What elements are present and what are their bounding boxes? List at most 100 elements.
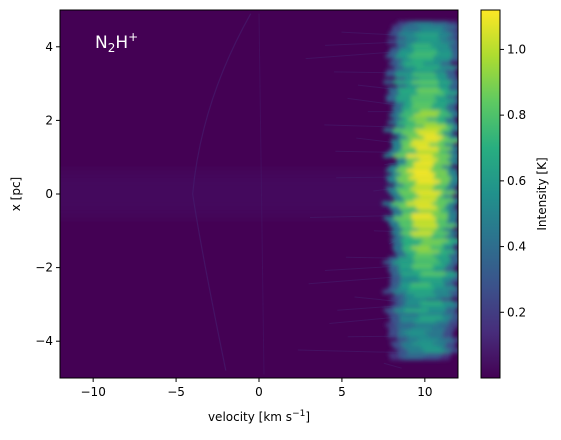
band-inner-62 [414,127,441,132]
band-inner-17 [414,293,436,298]
band-inner-80 [404,61,424,66]
band-inner-18 [407,289,433,294]
band-inner-26 [414,260,441,265]
species-annotation: N2H+ [95,30,138,55]
band-inner-34 [410,230,433,235]
band-inner-22 [417,274,442,280]
x-tick-label-0: −10 [81,385,106,399]
x-tick-label-1: −5 [167,385,185,399]
band-inner-38 [411,216,436,221]
filament-18 [324,124,402,128]
band-inner-72 [417,90,444,96]
colorbar-tick-label-2: 0.6 [507,174,526,188]
filament-23 [305,50,402,60]
band-inner-13 [404,308,428,313]
band-inner-52 [413,164,433,169]
x-axis-label: velocity [km s−1] [208,409,310,424]
filament-7 [324,265,402,272]
band-inner-10 [413,319,436,324]
colorbar-ticks: 0.2 0.4 0.6 0.8 1.0 [500,42,526,319]
band-inner-12 [417,311,443,316]
streak-layer-2 [60,174,392,214]
colorbar-gradient [480,9,501,379]
band-inner-42 [406,201,432,206]
band-inner-48 [416,179,440,184]
streak-layer-5 [60,185,392,203]
band-inner-41 [416,205,437,210]
filament-3 [329,316,402,325]
band-inner-23 [420,271,446,276]
y-tick-label-2: 0 [45,187,53,201]
band-inner-77 [412,72,436,77]
band-inner-84 [413,46,437,51]
filament-arc [192,13,252,371]
band-inner-39 [411,212,433,217]
band-inner-53 [413,160,434,166]
band-inner-9 [415,322,441,327]
streak-layer-4 [60,181,392,207]
filament-6 [308,276,402,285]
band-inner-69 [412,102,433,107]
band-inner-65 [408,116,428,121]
band-inner-0 [404,355,423,361]
band-inner-50 [413,171,435,177]
colorbar: 0.2 0.4 0.6 0.8 1.0 Intensity [K] [480,9,549,379]
band-inner-47 [414,182,435,188]
band-inner-82 [408,54,434,59]
band-inner-74 [419,83,439,88]
band-inner-71 [411,94,435,99]
y-tick-label-3: 2 [45,113,53,127]
filament-20 [347,97,402,107]
band-inner-57 [415,146,439,151]
band-inner-67 [419,109,440,114]
y-tick-label-1: −2 [35,261,53,275]
band-inner-61 [418,131,437,136]
filament-11 [309,214,402,219]
x-tick-label-2: 0 [255,385,263,399]
colorbar-label: Intensity [K] [535,157,549,230]
band-inner-24 [413,267,434,272]
band-inner-45 [415,190,441,195]
band-inner-81 [412,57,434,63]
band-inner-30 [411,245,431,250]
band-inner-6 [409,333,430,339]
y-axis-ticks: −4 −2 0 2 4 [35,40,60,348]
band-inner-21 [420,278,443,283]
band-inner-76 [418,76,438,81]
band-inner-63 [424,124,446,129]
y-tick-label-4: 4 [45,40,53,54]
colorbar-tick-label-4: 1.0 [507,42,526,56]
band-inner-60 [423,135,443,140]
band-inner-32 [422,238,449,243]
band-inner-14 [420,304,447,309]
band-inner-59 [412,138,439,143]
band-inner-15 [420,300,443,305]
band-inner-64 [415,120,438,125]
band-inner-35 [418,227,437,232]
band-inner-20 [410,282,431,287]
band-inner-11 [419,315,443,320]
band-inner-5 [418,337,439,342]
band-inner-2 [424,348,444,353]
band-inner-43 [413,197,437,202]
streak-layer-0 [60,166,392,222]
band-inner-87 [419,35,439,40]
band-inner-68 [411,105,431,110]
band-inner-70 [410,98,437,103]
band-inner-27 [413,256,437,261]
band-inner-51 [407,168,431,173]
band-inner-16 [407,297,427,302]
band-inner-28 [414,252,433,258]
band-inner-8 [410,326,432,331]
band-inner-1 [407,352,427,357]
colorbar-tick-label-3: 0.8 [507,108,526,122]
band-inner-29 [416,249,440,254]
band-inner-89 [420,28,442,33]
band-inner-7 [405,330,425,335]
emission-band [382,21,458,361]
band-inner-75 [411,79,439,85]
band-inner-56 [416,149,439,155]
band-inner-33 [412,234,432,239]
filament-vertical [258,13,265,375]
